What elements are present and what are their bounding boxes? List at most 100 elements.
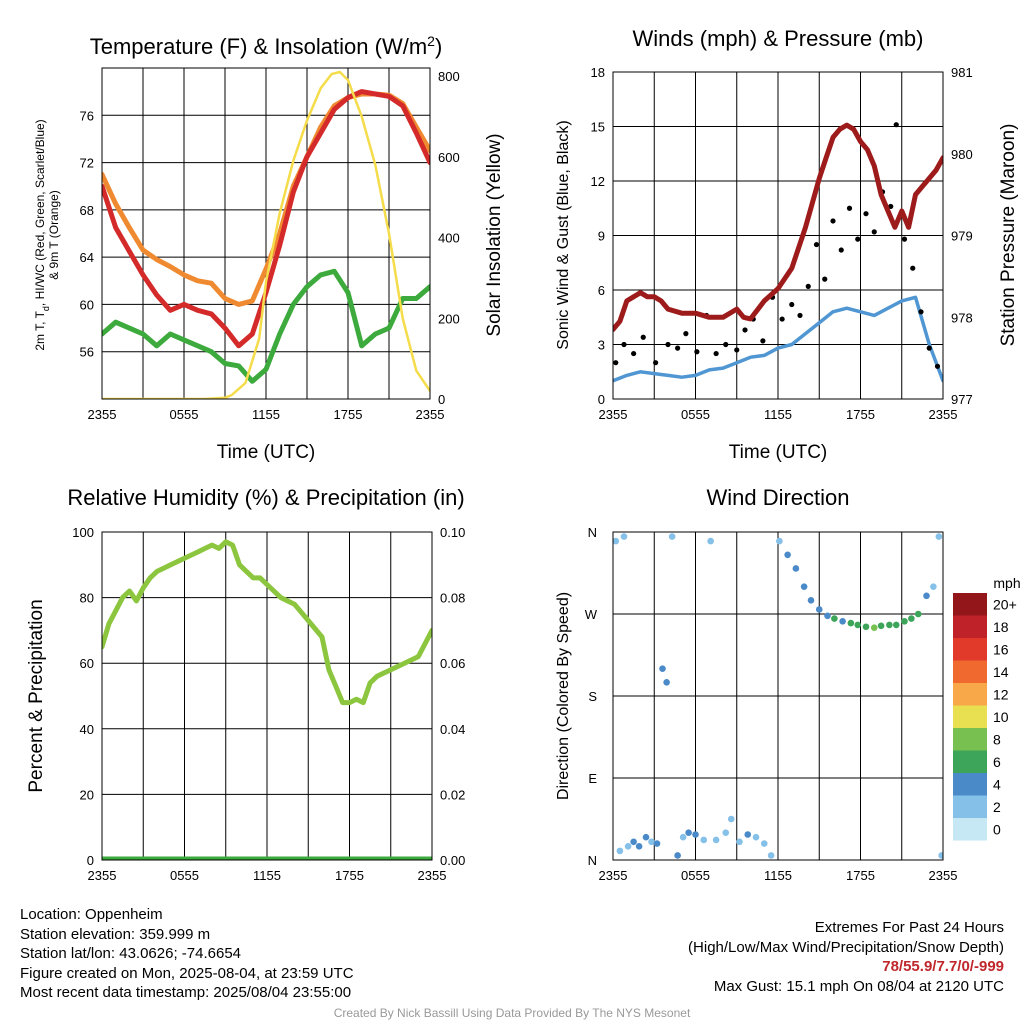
max-gust-text: Max Gust: 15.1 mph On 08/04 at 2120 UTC [713,977,1004,995]
wdir-point [800,583,808,590]
wdir-point [854,621,862,629]
wind-gust-point [797,312,803,319]
temp-panel: Temperature (F) & Insolation (W/m2) 2355… [33,33,505,463]
temp-y-axis-label-right: Solar Insolation (Yellow) [484,133,505,336]
temp-y-tick-label-right: 200 [438,311,460,326]
wdir-point [839,617,846,625]
temp-ticks: 2355 0555 1155 1755 2355 56 60 64 68 72 76 0 200 400 6… [80,69,460,422]
wdir-point [707,537,714,545]
wdir-x-tick-label: 2355 [599,868,628,883]
temp-panel-title: Temperature (F) & Insolation (W/m2) [90,33,443,59]
temp-y-tick-label-left: 72 [80,156,94,171]
wdir-point [685,829,692,836]
latlon-text: Station lat/lon: 43.0626; -74.6654 [20,945,242,962]
rh-panel: Relative Humidity (%) & Precipitation (i… [26,485,465,883]
extremes-title: Extremes For Past 24 Hours [814,919,1004,936]
temp-y-tick-label-right: 800 [438,69,460,84]
wind-gust-point [779,316,785,322]
wind-y-tick-label-right: 980 [951,147,973,162]
wdir-point [824,612,831,620]
colorbar-swatch [953,795,987,818]
wdir-point [870,624,878,631]
extremes-info: Extremes For Past 24 Hours (High/Low/Max… [688,918,1004,996]
wind-gust-point [653,360,659,366]
wind-gust-point [742,327,748,333]
wind-x-tick-label: 2355 [929,407,958,422]
wdir-point [892,621,900,629]
wdir-point [886,621,893,629]
rh-x-tick-label: 1155 [253,868,281,883]
wdir-point [807,597,815,604]
rh-x-tick-label: 1755 [335,868,364,883]
colorbar-title: mph [993,575,1020,591]
rh-panel-title: Relative Humidity (%) & Precipitation (i… [67,485,464,510]
wdir-point [736,838,743,846]
wdir-point [712,836,720,844]
rh-y-tick-label-right: 0.06 [440,656,465,671]
created-text: Figure created on Mon, 2025-08-04, at 23… [20,964,354,982]
rh-y-tick-label-left: 0 [87,853,94,868]
wdir-panel: Wind Direction 2355 0555 1155 1755 2355NESWN… [555,485,1021,883]
rh-series [102,539,432,860]
wdir-x-tick-label: 1755 [846,868,875,883]
wind-gust-point [760,338,766,344]
wind-x-tick-label: 1755 [846,407,875,422]
wdir-point [620,533,628,540]
wdir-series [613,533,943,859]
wind-y-tick-label-right: 981 [951,65,973,80]
wdir-y-axis-label-left: Direction (Colored By Speed) [555,592,572,800]
wind-y-tick-label-left: 9 [598,229,605,244]
wind-speed-colorbar: 0 2 4 6 8 10 12 14 16 18 20+ [953,593,1017,841]
rh-y-tick-label-right: 0.10 [440,525,465,540]
colorbar-label: 4 [993,776,1001,792]
wdir-point [613,537,620,545]
temp-series-line [102,268,430,384]
credit-text: Created By Nick Bassill Using Data Provi… [333,1006,691,1020]
wdir-point [914,610,922,618]
rh-y-tick-label-right: 0.04 [440,722,465,737]
colorbar-label: 12 [993,686,1009,702]
wind-y-tick-label-left: 3 [598,338,605,353]
wind-series-line [613,295,943,383]
wdir-point [700,836,708,844]
temp-y-tick-label-left: 60 [80,297,94,312]
wdir-y-tick-label: S [588,689,597,704]
rh-y-tick-label-left: 40 [80,722,94,737]
wind-gust-point [813,241,820,248]
wdir-point [659,665,666,672]
wdir-point [679,833,687,841]
colorbar-label: 2 [993,799,1001,815]
wdir-point [908,615,915,622]
wind-gust-point [683,331,689,337]
extremes-subtitle: (High/Low/Max Wind/Precipitation/Snow De… [688,938,1004,956]
wdir-point [767,852,775,859]
colorbar-swatch [953,728,987,751]
temp-x-axis-label: Time (UTC) [217,442,316,463]
wdir-y-tick-label: E [588,771,597,786]
wdir-point [752,833,760,841]
wdir-point [938,852,943,859]
wind-gust-point [621,341,627,348]
rh-ticks: 2355 0555 1155 1755 23550204060801000.000.02… [72,525,465,883]
rh-y-tick-label-right: 0.02 [440,787,465,802]
elevation-text: Station elevation: 359.999 m [20,925,211,943]
wind-y-tick-label-right: 978 [951,310,973,325]
wind-gust-point [805,283,811,289]
wdir-gridlines [612,531,944,861]
temp-y-axis-label-left-line2: & 9m T (Orange) [47,190,61,280]
temp-y-tick-label-right: 0 [438,392,445,407]
wind-gust-point [855,236,861,242]
wind-series-line [613,122,943,332]
temp-plot-frame [101,67,431,400]
wind-gust-point [863,211,869,217]
wdir-point [877,622,885,630]
rh-x-tick-label: 2355 [418,868,447,883]
location-text: Location: Oppenheim [20,906,163,923]
wind-panel-title: Winds (mph) & Pressure (mb) [633,26,924,51]
colorbar-label: 14 [993,664,1009,680]
wind-panel: Winds (mph) & Pressure (mb) 2355 0555 1155… [555,26,1019,463]
rh-y-tick-label-left: 80 [80,591,94,606]
temp-x-tick-label: 2355 [416,407,445,422]
colorbar-label: 0 [993,821,1001,837]
